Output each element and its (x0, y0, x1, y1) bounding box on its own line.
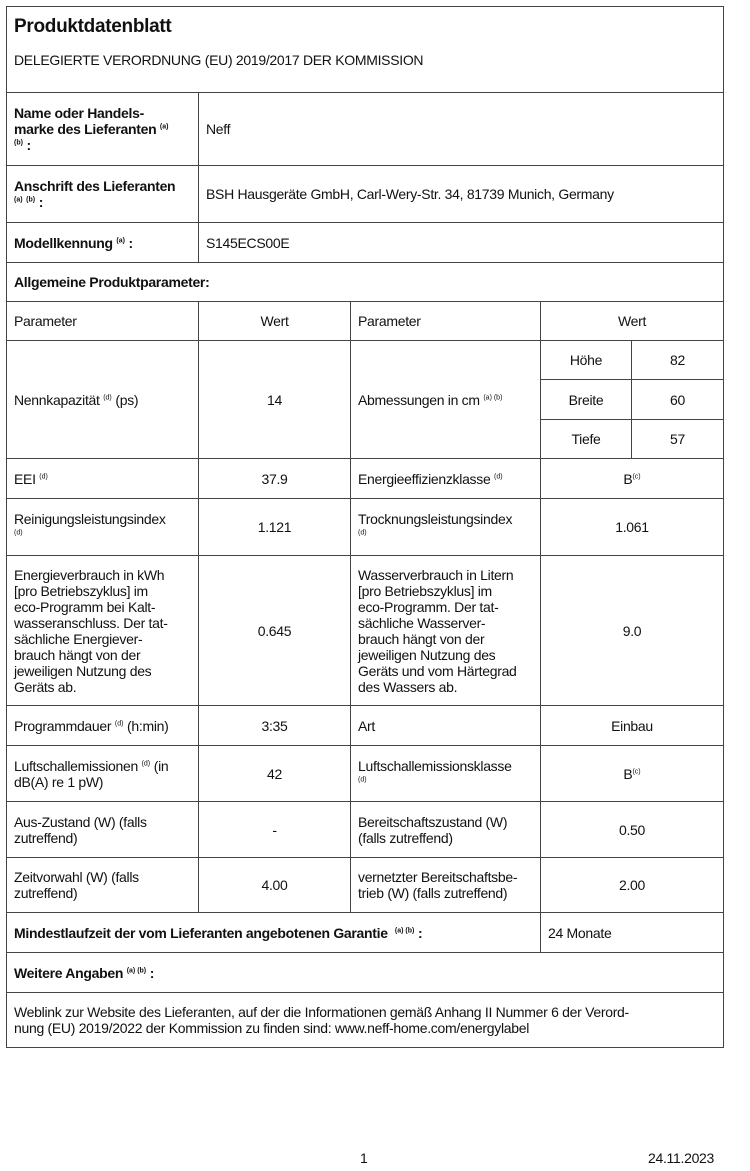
header-value-1: Wert (198, 301, 351, 341)
warranty-label: Mindestlaufzeit der vom Lieferanten ange… (6, 912, 541, 953)
noise-label: Luftschallemissionen (d) (in dB(A) re 1 … (6, 745, 199, 802)
off-mode-label: Aus-Zustand (W) (falls zutreffend) (6, 801, 199, 858)
height-label: Höhe (540, 340, 632, 380)
energy-consumption-label: Energieverbrauch in kWh [pro Betriebszyk… (6, 555, 199, 706)
further-info-text: Weblink zur Website des Lieferanten, auf… (6, 992, 724, 1048)
header-block: Produktdatenblatt DELEGIERTE VERORDNUNG … (6, 6, 724, 93)
noise-class-label: Luftschallemissionsklasse (d) (350, 745, 541, 802)
general-heading: Allgemeine Produktparameter: (6, 262, 724, 302)
supplier-name-value: Neff (198, 92, 724, 166)
standby-label: Bereitschaftszustand (W) (falls zutreffe… (350, 801, 541, 858)
cleaning-label: Reinigungsleistungsindex (d) (6, 498, 199, 556)
cleaning-value: 1.121 (198, 498, 351, 556)
noise-class-value: B(c) (540, 745, 724, 802)
supplier-address-label: Anschrift des Lieferanten (a) (b) : (6, 165, 199, 223)
water-consumption-label: Wasserverbrauch in Litern [pro Betriebsz… (350, 555, 541, 706)
capacity-label: Nennkapazität (d) (ps) (6, 340, 199, 459)
type-label: Art (350, 705, 541, 746)
energy-class-label: Energieeffizienzklasse (d) (350, 458, 541, 499)
depth-label: Tiefe (540, 419, 632, 459)
page-number: 1 (360, 1150, 368, 1166)
delay-start-value: 4.00 (198, 857, 351, 913)
delay-start-label: Zeitvorwahl (W) (falls zutreffend) (6, 857, 199, 913)
header-parameter-2: Parameter (350, 301, 541, 341)
drying-label: Trocknungsleistungsindex (d) (350, 498, 541, 556)
header-value-2: Wert (540, 301, 724, 341)
model-label: Modellkennung (a) : (6, 222, 199, 263)
depth-value: 57 (631, 419, 724, 459)
eei-label: EEI (d) (6, 458, 199, 499)
standby-value: 0.50 (540, 801, 724, 858)
supplier-address-value: BSH Hausgeräte GmbH, Carl-Wery-Str. 34, … (198, 165, 724, 223)
regulation-text: DELEGIERTE VERORDNUNG (EU) 2019/2017 DER… (14, 52, 424, 68)
drying-value: 1.061 (540, 498, 724, 556)
warranty-value: 24 Monate (540, 912, 724, 953)
duration-label: Programmdauer (d) (h:min) (6, 705, 199, 746)
networked-standby-value: 2.00 (540, 857, 724, 913)
type-value: Einbau (540, 705, 724, 746)
duration-value: 3:35 (198, 705, 351, 746)
capacity-value: 14 (198, 340, 351, 459)
model-value: S145ECS00E (198, 222, 724, 263)
dimensions-label: Abmessungen in cm (a) (b) (350, 340, 541, 459)
energy-consumption-value: 0.645 (198, 555, 351, 706)
supplier-name-label: Name oder Handels- marke des Lieferanten… (6, 92, 199, 166)
height-value: 82 (631, 340, 724, 380)
footer-date: 24.11.2023 (648, 1150, 715, 1166)
noise-value: 42 (198, 745, 351, 802)
eei-value: 37.9 (198, 458, 351, 499)
header-parameter-1: Parameter (6, 301, 199, 341)
page-title: Produktdatenblatt (14, 16, 172, 37)
water-consumption-value: 9.0 (540, 555, 724, 706)
off-mode-value: - (198, 801, 351, 858)
further-info-label: Weitere Angaben (a) (b) : (6, 952, 724, 993)
energy-class-value: B(c) (540, 458, 724, 499)
width-label: Breite (540, 379, 632, 420)
networked-standby-label: vernetzter Bereitschaftsbe- trieb (W) (f… (350, 857, 541, 913)
width-value: 60 (631, 379, 724, 420)
